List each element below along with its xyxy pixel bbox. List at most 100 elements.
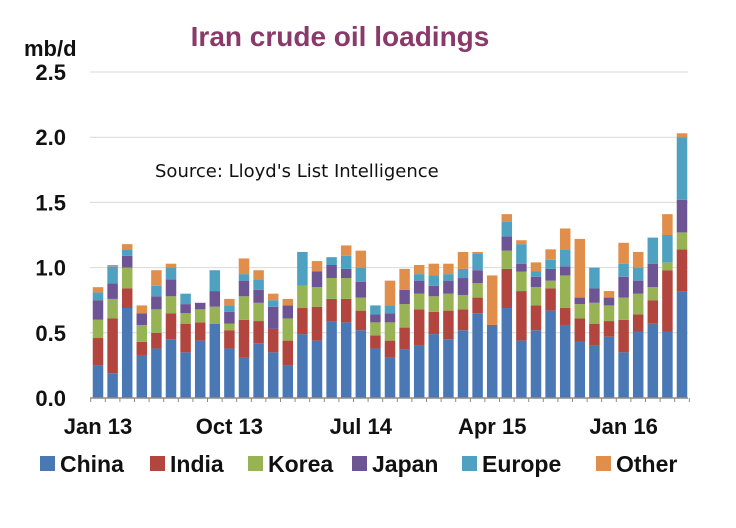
bar-segment-japan [180, 304, 191, 314]
bar-segment-europe [632, 267, 644, 281]
bar-segment-japan [194, 302, 206, 310]
bar-segment-other [413, 264, 425, 275]
bar-segment-korea [340, 278, 352, 299]
bar-segment-korea [282, 318, 294, 341]
bar-segment-europe [501, 221, 513, 237]
x-axis [90, 397, 690, 402]
legend-swatch-europe [462, 456, 477, 471]
bar-segment-korea [530, 287, 542, 306]
bar-segment-china [180, 352, 191, 398]
bar-segment-korea [662, 262, 673, 271]
bar-segment-korea [647, 287, 659, 301]
bar-segment-japan [107, 283, 118, 299]
bar-segment-europe [180, 293, 191, 305]
bar-segment-other [92, 287, 104, 293]
bar-segment-europe [224, 305, 235, 312]
bar-segment-other [443, 263, 454, 275]
legend-swatch-india [150, 456, 165, 471]
bar-segment-europe [443, 274, 454, 281]
bar-segment-india [662, 270, 673, 332]
bar-segment-india [399, 327, 410, 350]
bar-segment-india [384, 340, 396, 358]
bar-segment-europe [151, 285, 162, 297]
bar-segment-china [589, 345, 600, 398]
bar-segment-other [662, 214, 673, 235]
bar-segment-india [297, 308, 308, 335]
bar-segment-other [384, 280, 396, 306]
bar-segment-japan [384, 313, 396, 323]
bar-segment-china [574, 341, 586, 398]
bar-segment-india [151, 332, 162, 349]
bar-segment-europe [297, 251, 308, 286]
x-tick-label: Jul 14 [330, 414, 393, 439]
bar-segment-korea [472, 283, 483, 298]
bar-segment-india [370, 335, 381, 349]
bar-segment-japan [413, 280, 425, 294]
bar-segment-europe [92, 292, 104, 301]
bar-segment-other [618, 242, 629, 264]
bar-segment-india [121, 288, 133, 309]
bar-segment-india [107, 318, 118, 374]
bar-segment-japan [121, 255, 133, 268]
bar-segment-korea [107, 298, 118, 319]
bar-segment-japan [165, 279, 177, 297]
bar-segment-korea [589, 302, 600, 324]
bar-segment-japan [151, 296, 162, 310]
bar-segment-india [443, 310, 454, 340]
bar-segment-india [647, 300, 659, 324]
bar-segment-china [370, 348, 381, 398]
bar-segment-india [457, 309, 469, 331]
bar-segment-india [355, 310, 367, 331]
bar-segment-india [530, 305, 542, 331]
bar-segment-china [662, 331, 673, 398]
bar-segment-china [165, 339, 177, 398]
bar-segment-japan [443, 280, 454, 294]
bar-segment-japan [355, 281, 367, 298]
bar-segment-china [267, 352, 279, 398]
bar-segment-japan [472, 270, 483, 284]
bar-segment-india [574, 318, 586, 342]
bar-segment-china [121, 308, 133, 398]
bar-segment-other [632, 251, 644, 268]
bar-segment-europe [121, 249, 133, 256]
bar-segment-japan [516, 263, 527, 272]
bar-segment-china [253, 343, 264, 398]
bar-segment-other [530, 262, 542, 272]
legend-swatch-other [596, 456, 611, 471]
bar-segment-japan [282, 305, 294, 319]
bar-segment-japan [92, 300, 104, 320]
bar-segment-india [589, 323, 600, 346]
legend-label-europe: Europe [482, 451, 561, 477]
bar-segment-japan [399, 289, 410, 305]
bar-segment-japan [530, 276, 542, 288]
bar-segment-other [267, 293, 279, 301]
legend-label-china: China [60, 451, 124, 477]
chart-title: Iran crude oil loadings [191, 21, 490, 52]
bar-segment-korea [603, 305, 615, 322]
bar-segment-china [311, 340, 323, 398]
bar-segment-china [282, 365, 294, 398]
bar-segment-korea [355, 297, 367, 311]
bar-segment-korea [501, 250, 513, 269]
bar-segment-korea [370, 322, 381, 336]
bar-segment-china [107, 373, 118, 398]
bar-segment-korea [443, 293, 454, 311]
y-tick-label: 2.5 [35, 60, 66, 85]
bar-segment-india [413, 309, 425, 346]
y-tick-label: 1.0 [35, 256, 66, 281]
source-annotation: Source: Lloyd's List Intelligence [155, 161, 439, 182]
bar-segment-europe [384, 305, 396, 314]
bar-segment-japan [311, 271, 323, 288]
legend-label-india: India [170, 451, 224, 477]
bar-segment-korea [238, 296, 250, 320]
bar-segment-india [428, 311, 440, 335]
bar-segment-europe [662, 235, 673, 263]
bar-segment-japan [136, 313, 148, 325]
bar-segment-china [501, 308, 513, 398]
bar-segment-japan [676, 199, 688, 233]
bar-segment-other [121, 244, 133, 250]
x-tick-label: Jan 16 [589, 414, 658, 439]
bar-segment-china [413, 345, 425, 398]
bar-segment-china [530, 330, 542, 398]
